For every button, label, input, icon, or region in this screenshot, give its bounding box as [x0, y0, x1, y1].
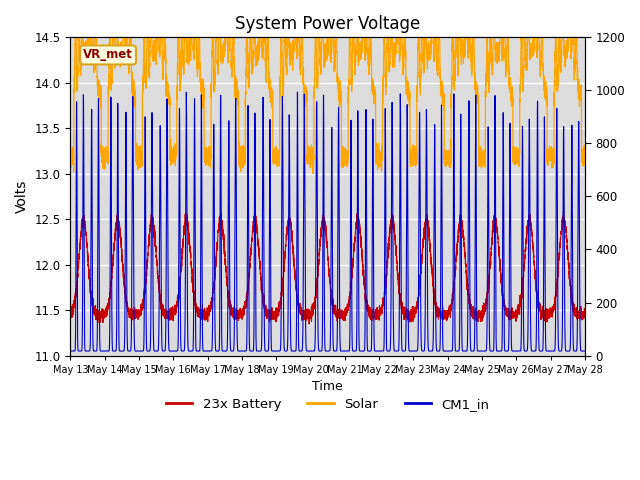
X-axis label: Time: Time [312, 380, 343, 393]
Title: System Power Voltage: System Power Voltage [235, 15, 420, 33]
Y-axis label: Volts: Volts [15, 180, 29, 213]
Legend: 23x Battery, Solar, CM1_in: 23x Battery, Solar, CM1_in [161, 392, 495, 416]
Text: VR_met: VR_met [83, 48, 133, 61]
